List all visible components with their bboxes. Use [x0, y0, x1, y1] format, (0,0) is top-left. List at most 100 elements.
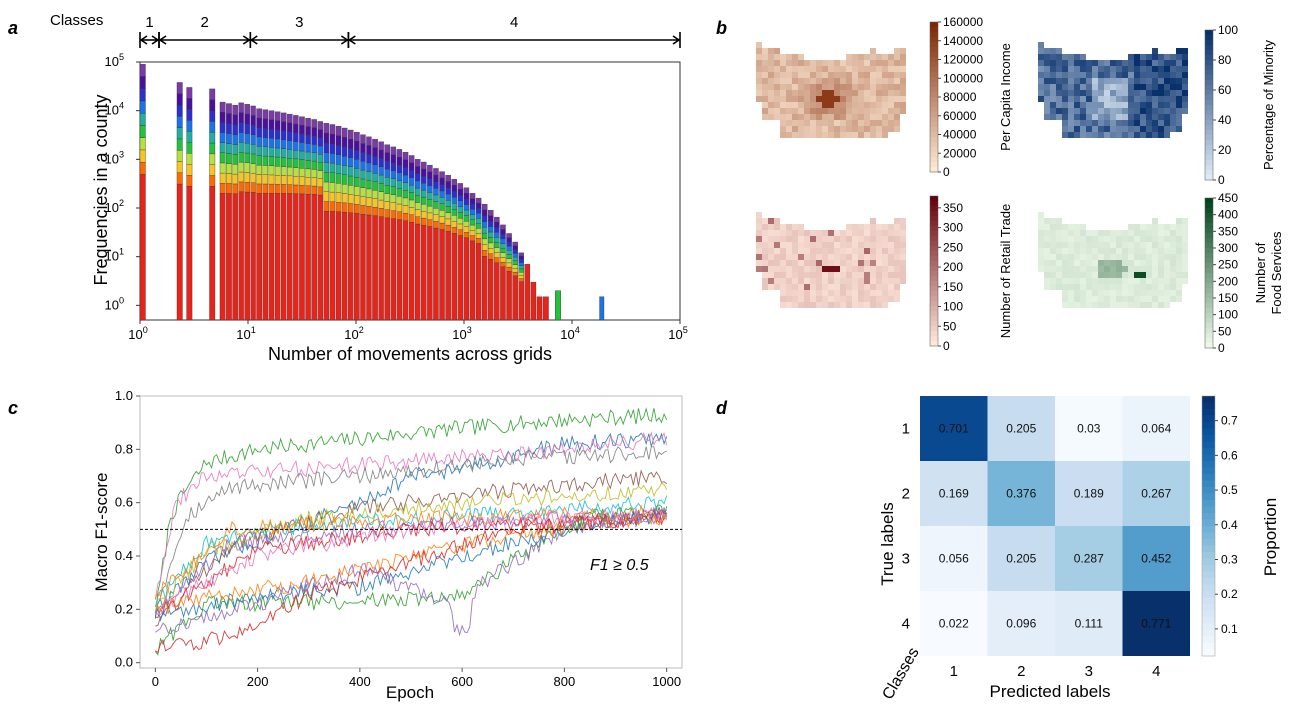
bar-segment: [488, 210, 494, 216]
map-cell: [780, 90, 786, 96]
bar-segment: [451, 179, 457, 186]
bar-segment: [268, 128, 275, 139]
bar-segment: [372, 164, 378, 174]
map-cell: [1062, 96, 1068, 102]
map-cell: [834, 242, 840, 248]
bar-segment: [317, 186, 323, 196]
map-cell: [1116, 254, 1122, 260]
map-cell: [1050, 254, 1056, 260]
map-cell: [1122, 266, 1128, 272]
map-cell: [1116, 266, 1122, 272]
map-cell: [834, 290, 840, 296]
bar-segment: [433, 201, 439, 209]
map-cell: [1086, 290, 1092, 296]
map-cell: [792, 108, 798, 114]
map-cell: [1098, 230, 1104, 236]
map-cell: [804, 84, 810, 90]
map-cell: [1122, 60, 1128, 66]
map-cell: [840, 90, 846, 96]
map-cell: [1062, 126, 1068, 132]
colorbar: [1201, 395, 1216, 657]
map-cell: [1140, 126, 1146, 132]
map-cell: [1044, 272, 1050, 278]
map-cell: [1068, 66, 1074, 72]
map-cell: [768, 96, 774, 102]
bar-segment: [299, 133, 305, 143]
map-cell: [846, 254, 852, 260]
map-cell: [1044, 236, 1050, 242]
map-cell: [876, 266, 882, 272]
map-cell: [1086, 236, 1092, 242]
bar-segment: [209, 164, 216, 176]
map-cell: [810, 114, 816, 120]
map-cell: [810, 260, 816, 266]
bar-segment: [451, 191, 457, 198]
map-cell: [1128, 248, 1134, 254]
map-cell: [1098, 296, 1104, 302]
map-cell: [846, 260, 852, 266]
bar-segment: [323, 123, 330, 134]
map-cell: [1122, 260, 1128, 266]
map-cell: [882, 78, 888, 84]
map-cell: [1164, 278, 1170, 284]
bar-segment: [463, 226, 470, 233]
bar-segment: [500, 234, 506, 240]
map-cell: [1062, 290, 1068, 296]
map-cell: [1068, 114, 1074, 120]
y-tick-label: 101: [104, 247, 124, 264]
map-cell: [1056, 284, 1062, 290]
map-cell: [1086, 84, 1092, 90]
map-cell: [1080, 236, 1086, 242]
map-cell: [1122, 296, 1128, 302]
map-cell: [1182, 102, 1188, 108]
map-cell: [1122, 108, 1128, 114]
map-cell: [792, 102, 798, 108]
map-cell: [1038, 54, 1044, 60]
map-cell: [798, 284, 804, 290]
bar-segment: [299, 142, 305, 152]
bar-segment: [518, 262, 524, 266]
map-cell: [828, 260, 834, 266]
map-cell: [864, 302, 870, 308]
map-cell: [1176, 96, 1182, 102]
bar-segment: [494, 216, 500, 223]
colorbar-tick: 0: [1218, 341, 1225, 355]
map-cell: [858, 230, 864, 236]
bar-segment: [378, 191, 384, 201]
map-cell: [1128, 236, 1134, 242]
bar-segment: [186, 142, 193, 154]
bar-segment: [360, 178, 366, 188]
map-cell: [1068, 72, 1074, 78]
map-cell: [780, 132, 786, 138]
colorbar-tick: 80: [1218, 53, 1232, 67]
map-cell: [1080, 302, 1086, 308]
bar-segment: [287, 131, 293, 141]
map-cell: [1056, 60, 1062, 66]
map-cell: [1092, 290, 1098, 296]
bar-segment: [402, 159, 409, 168]
bar-segment: [323, 162, 330, 173]
map-cell: [852, 114, 858, 120]
map-cell: [1134, 278, 1140, 284]
map-cell: [762, 114, 768, 120]
map-cell: [894, 114, 900, 120]
map-cell: [1050, 84, 1056, 90]
bar-segment: [354, 141, 360, 151]
map-cell: [846, 102, 852, 108]
map-cell: [864, 120, 870, 126]
map-cell: [822, 72, 828, 78]
map-cell: [1146, 230, 1152, 236]
map-cell: [894, 224, 900, 230]
map-cell: [1170, 260, 1176, 266]
map-cell: [768, 114, 774, 120]
map-cell: [822, 120, 828, 126]
map-cell: [1056, 266, 1062, 272]
bar-segment: [176, 127, 183, 140]
map-cell: [1122, 230, 1128, 236]
map-cell: [870, 84, 876, 90]
map-cell: [894, 60, 900, 66]
bar-segment: [287, 113, 293, 124]
map-cell: [810, 296, 816, 302]
map-cell: [840, 78, 846, 84]
map-cell: [1182, 224, 1188, 230]
